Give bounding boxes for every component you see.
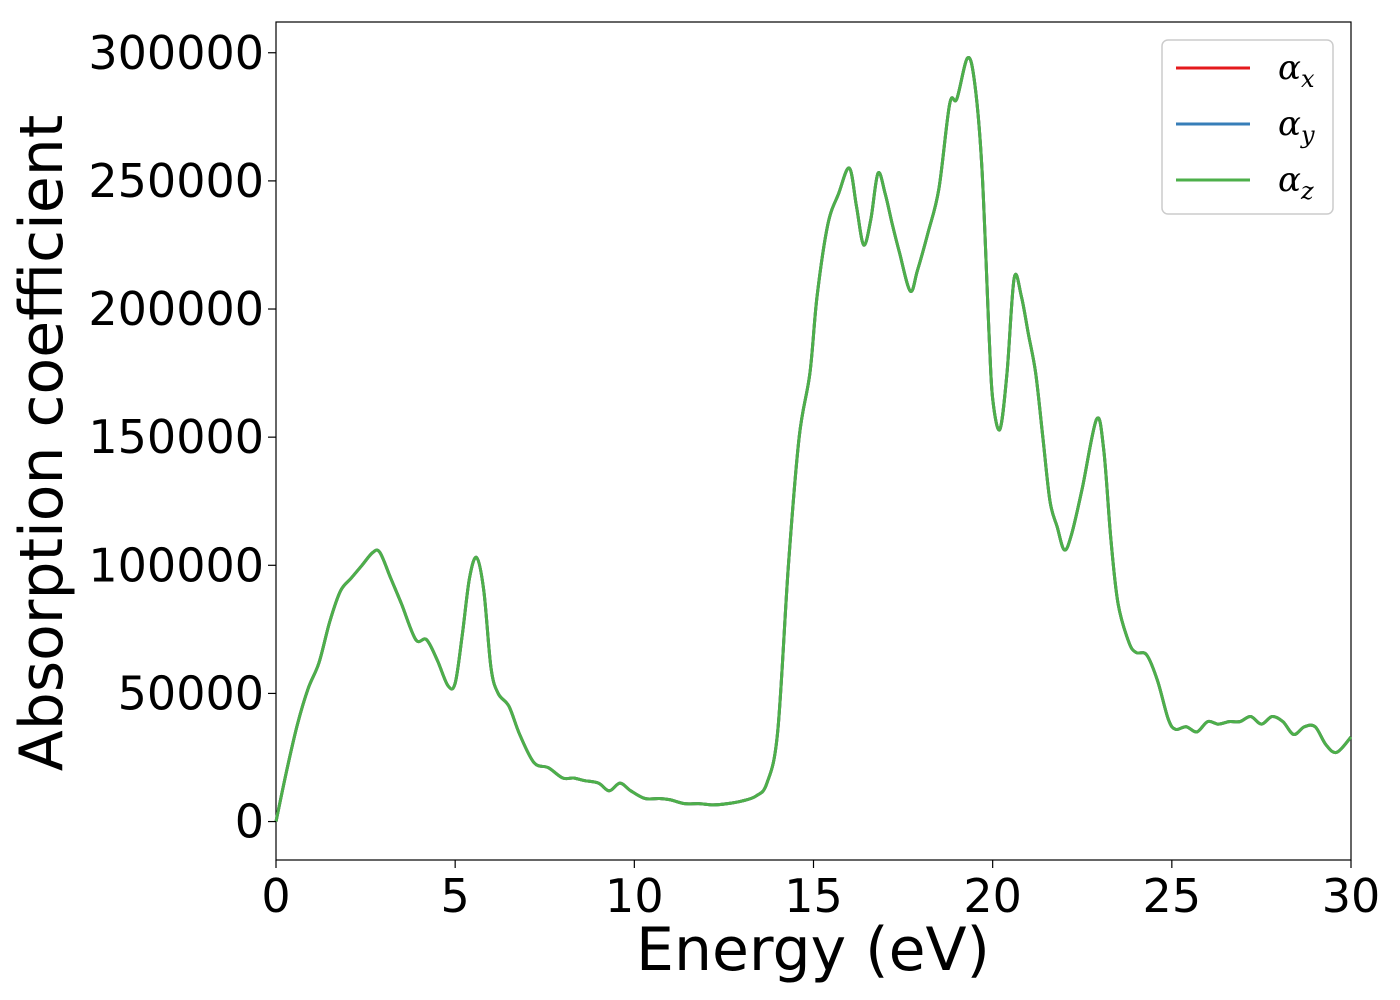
y-tick-label: 300000 xyxy=(88,26,264,80)
x-tick-label: 5 xyxy=(441,869,470,923)
y-tick-label: 250000 xyxy=(88,154,264,208)
y-tick-label: 50000 xyxy=(118,666,264,720)
x-axis-label: Energy (eV) xyxy=(636,915,990,985)
series-line-z xyxy=(274,55,1353,822)
y-tick-label: 100000 xyxy=(88,538,264,592)
x-axis-ticks: 0 5 10 15 20 25 30 xyxy=(261,860,1380,923)
x-tick-label: 10 xyxy=(605,869,664,923)
y-tick-label: 200000 xyxy=(88,282,264,336)
x-tick-label: 30 xyxy=(1322,869,1381,923)
legend-box xyxy=(1161,39,1334,215)
y-axis-label: Absorption coefficient xyxy=(7,115,77,772)
y-axis-ticks: 0 50000 100000 150000 200000 250000 300000 xyxy=(88,26,276,849)
x-tick-label: 25 xyxy=(1143,869,1202,923)
y-tick-label: 0 xyxy=(235,795,264,849)
series-layer xyxy=(274,55,1353,822)
x-tick-label: 20 xyxy=(963,869,1022,923)
y-tick-label: 150000 xyxy=(88,410,264,464)
x-tick-label: 15 xyxy=(784,869,843,923)
x-tick-label: 0 xyxy=(261,869,290,923)
